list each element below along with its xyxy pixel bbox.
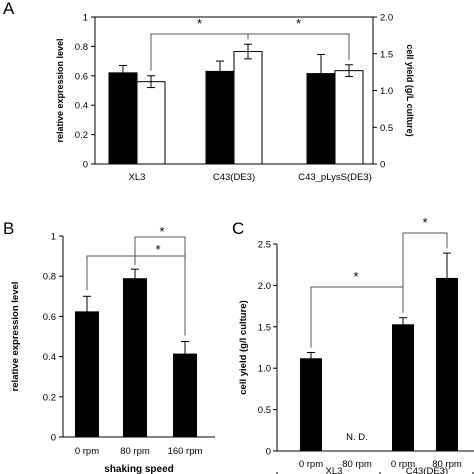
panel-c-category-label: 80 rpm <box>342 459 372 470</box>
panel-a-bar-cell-yield <box>233 51 263 165</box>
panel-a-category-label: C43(DE3) <box>213 172 255 183</box>
panel-a-bar-expression <box>205 70 235 165</box>
panel-a-bar-expression <box>108 72 138 165</box>
panel-c-category-label: 0 rpm <box>299 459 323 470</box>
panel-a-left-tick-label: 1 <box>83 13 88 24</box>
panel-c-significance-star: * <box>353 269 358 284</box>
panel-c-group-label: C43(DE3) <box>406 466 448 474</box>
panel-c-y-axis-label: cell yield (g/l culture) <box>238 300 249 395</box>
panel-c-category-label: 0 rpm <box>391 459 415 470</box>
panel-c-y-tick-label: 2.5 <box>258 240 271 251</box>
panel-b-y-tick-label: 0.6 <box>43 312 56 323</box>
panel-b-bar <box>123 278 147 437</box>
panel-a-y-axis-label: relative expression level <box>55 38 65 142</box>
panel-b-category-label: 80 rpm <box>120 446 150 457</box>
panel-b-letter: B <box>3 219 14 238</box>
panel-b-y-tick-label: 0 <box>51 433 56 444</box>
panel-c-y-tick-label: 2.0 <box>258 281 271 292</box>
panel-a-significance-bracket <box>150 33 249 71</box>
panel-a-right-tick-label: 1.5 <box>380 49 393 60</box>
panel-a-left-tick-label: 0.2 <box>75 130 88 141</box>
panel-a-significance-star: * <box>296 16 301 31</box>
panel-c-category-label: 80 rpm <box>432 459 462 470</box>
panel-b-bar <box>75 311 99 437</box>
panel-b-y-axis-label: relative expression level <box>10 282 21 392</box>
panel-b-significance-bracket <box>86 255 186 336</box>
panel-a-bar-cell-yield <box>136 81 166 165</box>
panel-a-right-tick-label: 2.0 <box>380 13 393 24</box>
panel-c-y-tick-label: 0.5 <box>258 405 271 416</box>
panel-b-y-tick-label: 0.2 <box>43 392 56 403</box>
panel-c-significance-bracket <box>310 286 404 348</box>
panel-c-significance-bracket <box>402 232 448 313</box>
panel-b-category-label: 0 rpm <box>75 446 99 457</box>
panel-a-significance-star: * <box>197 16 202 31</box>
panel-a-left-tick-label: 0.8 <box>75 42 88 53</box>
panel-b-bar <box>173 353 197 437</box>
panel-a-left-tick-label: 0 <box>83 160 88 171</box>
panel-a-category-label: C43_pLysS(DE3) <box>298 172 372 183</box>
panel-b-category-label: 160 rpm <box>168 446 203 457</box>
panel-a-left-tick-label: 0.6 <box>75 71 88 82</box>
panel-a-right-tick-label: 0.5 <box>380 123 393 134</box>
panel-c-y-tick-label: 1.5 <box>258 322 271 333</box>
panel-c-letter: C <box>232 219 244 238</box>
panel-b-x-axis-label: shaking speed <box>104 464 173 474</box>
panel-c-significance-star: * <box>422 215 427 230</box>
panel-a-y2-axis-label: cell yield (g/L culture) <box>405 44 415 136</box>
panel-a-right-tick-label: 1.0 <box>380 86 393 97</box>
panel-b-significance-star: * <box>155 242 160 257</box>
panel-c-y-tick-label: 0 <box>266 447 271 458</box>
panel-a-category-label: XL3 <box>129 172 146 183</box>
panel-b-y-tick-label: 0.8 <box>43 272 56 283</box>
panel-a-letter: A <box>3 0 15 18</box>
panel-b-y-tick-label: 1 <box>51 232 56 243</box>
panel-c-not-determined-label: N. D. <box>346 432 368 443</box>
panel-c-group-label: XL3 <box>326 466 343 474</box>
panel-c-y-tick-label: 1.0 <box>258 364 271 375</box>
panel-c-bar <box>436 277 458 451</box>
panel-a-significance-bracket <box>247 33 350 60</box>
panel-b-y-tick-label: 0.4 <box>43 352 56 363</box>
panel-b-significance-star: * <box>159 224 164 239</box>
panel-a-right-tick-label: 0 <box>380 160 385 171</box>
panel-a-bar-cell-yield <box>334 70 364 165</box>
panel-c-bar <box>300 358 322 451</box>
panel-a-left-tick-label: 0.4 <box>75 101 88 112</box>
panel-c-bar <box>392 324 414 451</box>
